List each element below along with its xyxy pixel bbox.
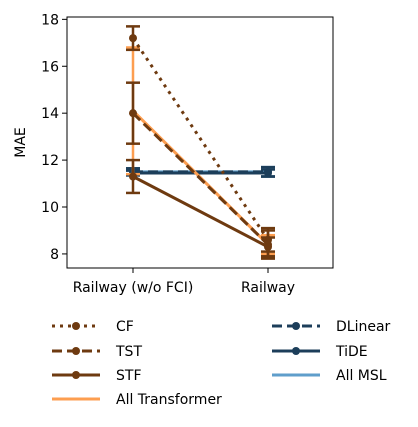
legend-tst-label: TST [115,344,142,360]
y-tick-label-8: 8 [50,247,59,263]
y-tick-label-18: 18 [41,12,59,28]
x-tick-label-1: Railway (w/o FCI) [73,280,194,296]
plot-area [126,25,275,260]
legend-dlinear-marker [292,322,300,330]
y-tick-label-14: 14 [41,106,59,122]
legend-cf-label: CF [116,319,134,335]
cf-point-1 [129,34,137,43]
y-tick-label-10: 10 [41,200,59,216]
tst-point-1 [129,109,137,118]
tst-line [131,112,270,246]
tide-point-2 [264,168,272,177]
y-tick-label-16: 16 [41,59,59,75]
legend-all-transformer-label: All Transformer [116,392,222,408]
stf-point-1 [129,172,137,181]
legend-tide-label: TiDE [335,344,368,360]
legend-stf-marker [72,371,80,379]
legend-cf-marker [72,322,80,330]
plot-frame [66,16,334,269]
y-axis-label: MAE [13,127,29,158]
cf-line [131,37,270,241]
legend-dlinear-label: DLinear [336,319,391,335]
y-tick-label-12: 12 [41,153,59,169]
stf-line [132,175,269,249]
axes: MAE 8 10 12 14 16 18 Railway (w/o FCI) Railway [13,12,334,296]
cf-point-2 [264,235,272,244]
legend-tst-marker [72,347,80,355]
x-tick-label-2: Railway [241,280,295,296]
legend: CF TST STF All Transformer DLinear TiDE All MS… [52,319,391,408]
legend-tide-marker [292,347,300,355]
legend-stf-label: STF [116,368,142,384]
legend-all-msl-label: All MSL [336,368,387,384]
